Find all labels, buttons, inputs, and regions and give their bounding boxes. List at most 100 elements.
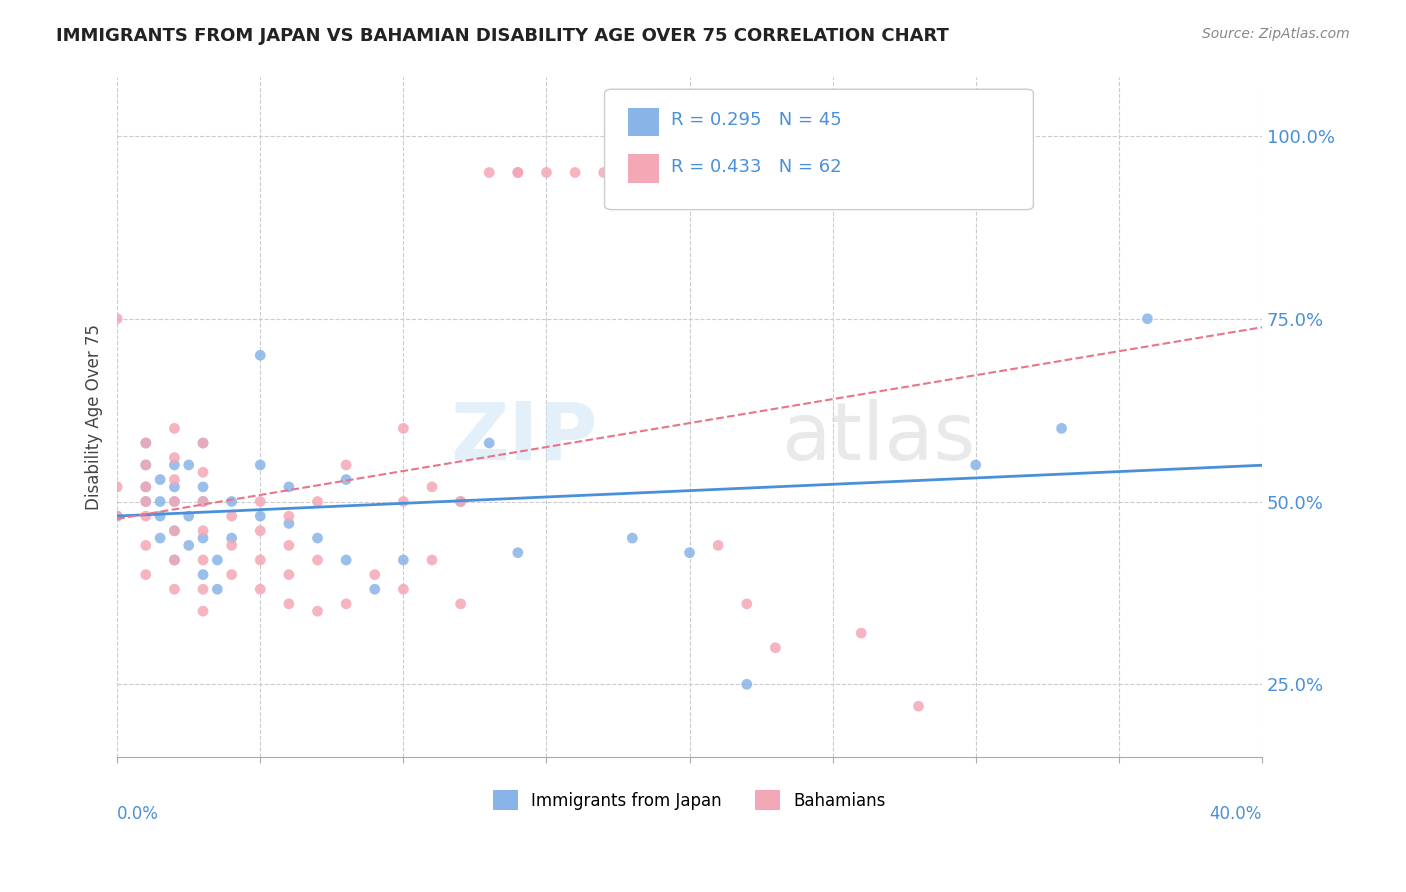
Point [149,473,172,487]
Point [536,165,558,179]
Point [307,531,329,545]
Point [506,165,529,179]
Point [506,165,529,179]
Point [249,348,271,362]
Point [277,509,299,524]
Point [191,553,214,567]
Point [163,421,186,435]
Point [135,480,157,494]
Point [763,640,786,655]
Point [135,494,157,508]
Point [621,531,644,545]
Point [135,538,157,552]
Point [506,546,529,560]
Point [735,597,758,611]
Point [163,480,186,494]
Point [907,699,929,714]
Point [191,465,214,479]
Point [221,509,243,524]
Point [965,458,987,472]
Point [249,509,271,524]
Point [592,165,614,179]
Point [207,553,229,567]
Point [163,473,186,487]
Text: ZIP: ZIP [451,399,598,477]
Point [307,553,329,567]
Point [335,473,357,487]
Point [392,553,415,567]
Point [177,509,200,524]
Point [221,567,243,582]
Point [191,494,214,508]
Point [1050,421,1073,435]
Point [364,567,387,582]
Point [249,553,271,567]
Point [163,524,186,538]
Point [392,421,415,435]
Point [851,626,873,640]
Point [191,436,214,450]
Point [177,538,200,552]
Point [191,582,214,597]
Point [307,604,329,618]
Point [191,567,214,582]
Point [277,516,299,531]
Text: R = 0.295   N = 45: R = 0.295 N = 45 [671,112,841,129]
Point [105,509,128,524]
Point [735,677,758,691]
Point [135,567,157,582]
Point [163,553,186,567]
Point [450,494,472,508]
Point [163,582,186,597]
Point [564,165,586,179]
Point [135,436,157,450]
Point [420,553,443,567]
Point [277,538,299,552]
Point [478,436,501,450]
Point [249,458,271,472]
Text: IMMIGRANTS FROM JAPAN VS BAHAMIAN DISABILITY AGE OVER 75 CORRELATION CHART: IMMIGRANTS FROM JAPAN VS BAHAMIAN DISABI… [56,27,949,45]
Point [221,494,243,508]
Point [249,494,271,508]
Point [207,582,229,597]
Point [335,553,357,567]
Point [149,531,172,545]
Point [450,597,472,611]
Point [277,567,299,582]
Point [392,494,415,508]
Point [105,311,128,326]
Point [650,165,672,179]
Text: atlas: atlas [782,399,976,477]
Text: 40.0%: 40.0% [1209,805,1263,823]
Point [105,480,128,494]
Point [277,480,299,494]
Point [335,458,357,472]
Text: 0.0%: 0.0% [117,805,159,823]
Point [191,531,214,545]
Point [135,509,157,524]
Point [191,494,214,508]
Text: R = 0.433   N = 62: R = 0.433 N = 62 [671,158,841,176]
Point [678,546,700,560]
Point [191,604,214,618]
Point [221,531,243,545]
Point [621,165,644,179]
Point [450,494,472,508]
Y-axis label: Disability Age Over 75: Disability Age Over 75 [86,325,103,510]
Point [135,458,157,472]
Point [478,165,501,179]
Point [163,458,186,472]
Point [392,582,415,597]
Point [1136,311,1159,326]
Point [191,524,214,538]
Point [221,538,243,552]
Point [163,553,186,567]
Point [277,597,299,611]
Point [420,480,443,494]
Point [307,494,329,508]
Point [177,458,200,472]
Point [105,509,128,524]
Point [678,165,700,179]
Point [135,458,157,472]
Point [335,597,357,611]
